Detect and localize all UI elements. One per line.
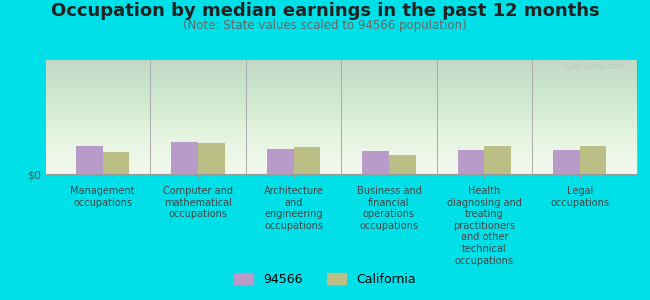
- Bar: [172, 142, 198, 174]
- Bar: [294, 147, 320, 174]
- Text: Occupation by median earnings in the past 12 months: Occupation by median earnings in the pas…: [51, 2, 599, 20]
- Text: Architecture
and
engineering
occupations: Architecture and engineering occupations: [264, 186, 324, 231]
- Text: City-Data.com: City-Data.com: [566, 62, 625, 71]
- Bar: [389, 154, 415, 174]
- Text: Computer and
mathematical
occupations: Computer and mathematical occupations: [163, 186, 233, 219]
- Text: Health
diagnosing and
treating
practitioners
and other
technical
occupations: Health diagnosing and treating practitio…: [447, 186, 522, 266]
- Bar: [553, 150, 580, 174]
- Bar: [76, 146, 103, 174]
- Text: (Note: State values scaled to 94566 population): (Note: State values scaled to 94566 popu…: [183, 20, 467, 32]
- Text: Management
occupations: Management occupations: [70, 186, 135, 208]
- Bar: [362, 151, 389, 174]
- Bar: [198, 143, 225, 174]
- Legend: 94566, California: 94566, California: [229, 268, 421, 291]
- Bar: [458, 150, 484, 174]
- Bar: [103, 152, 129, 174]
- Bar: [267, 149, 294, 174]
- Text: Business and
financial
operations
occupations: Business and financial operations occupa…: [356, 186, 421, 231]
- Bar: [580, 146, 606, 174]
- Bar: [484, 146, 511, 174]
- Text: Legal
occupations: Legal occupations: [551, 186, 609, 208]
